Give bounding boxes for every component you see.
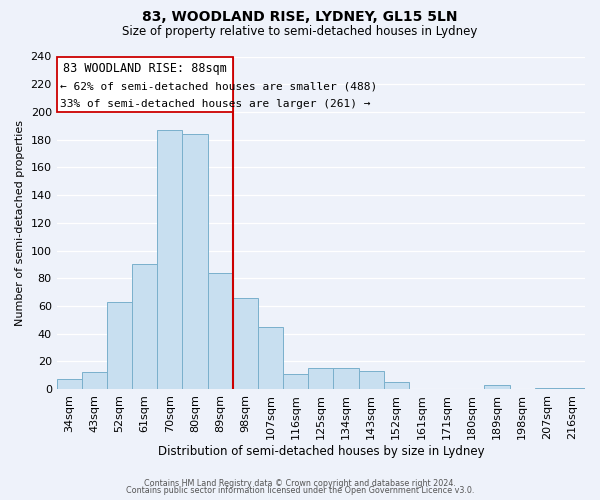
Bar [208,272,233,389]
Text: 83, WOODLAND RISE, LYDNEY, GL15 5LN: 83, WOODLAND RISE, LYDNEY, GL15 5LN [142,10,458,24]
Bar [182,134,208,389]
Bar [258,326,283,389]
Bar [560,388,585,389]
Y-axis label: Number of semi-detached properties: Number of semi-detached properties [15,120,25,326]
Bar [334,368,359,389]
Text: Contains HM Land Registry data © Crown copyright and database right 2024.: Contains HM Land Registry data © Crown c… [144,478,456,488]
Text: 83 WOODLAND RISE: 88sqm: 83 WOODLAND RISE: 88sqm [63,62,227,76]
X-axis label: Distribution of semi-detached houses by size in Lydney: Distribution of semi-detached houses by … [158,444,484,458]
Bar [82,372,107,389]
Bar [107,302,132,389]
Bar [384,382,409,389]
Text: 33% of semi-detached houses are larger (261) →: 33% of semi-detached houses are larger (… [61,98,371,108]
Bar [233,298,258,389]
Bar [283,374,308,389]
Bar [132,264,157,389]
Bar [359,371,384,389]
Text: ← 62% of semi-detached houses are smaller (488): ← 62% of semi-detached houses are smalle… [61,82,377,92]
Text: Size of property relative to semi-detached houses in Lydney: Size of property relative to semi-detach… [122,25,478,38]
Bar [484,385,509,389]
Bar [56,380,82,389]
Bar [308,368,334,389]
Text: Contains public sector information licensed under the Open Government Licence v3: Contains public sector information licen… [126,486,474,495]
FancyBboxPatch shape [56,56,233,112]
Bar [535,388,560,389]
Bar [157,130,182,389]
